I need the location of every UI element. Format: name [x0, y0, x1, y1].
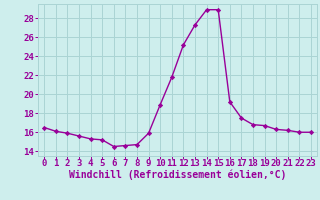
- X-axis label: Windchill (Refroidissement éolien,°C): Windchill (Refroidissement éolien,°C): [69, 169, 286, 180]
